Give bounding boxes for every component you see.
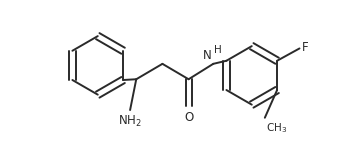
Text: CH$_3$: CH$_3$ [266,121,288,135]
Text: H: H [214,45,222,55]
Text: NH$_2$: NH$_2$ [118,114,142,129]
Text: F: F [302,41,308,54]
Text: N: N [203,49,212,62]
Text: O: O [184,111,193,124]
